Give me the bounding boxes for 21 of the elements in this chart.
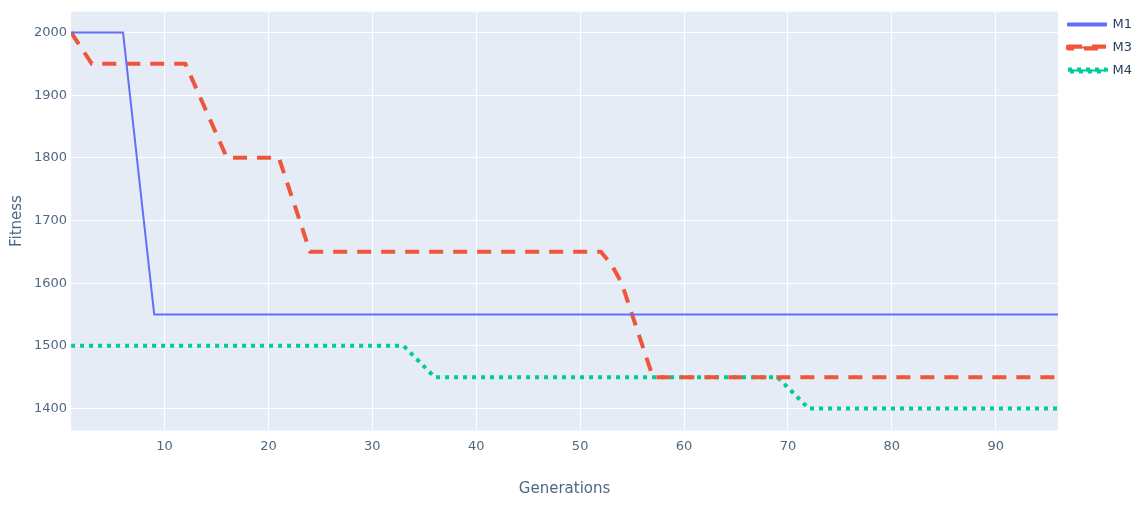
legend-label: M1 xyxy=(1112,15,1133,31)
y-tick-label: 1800 xyxy=(33,149,68,165)
x-tick-label: 70 xyxy=(779,437,797,453)
x-tick-label: 50 xyxy=(571,437,589,453)
y-tick-label: 1400 xyxy=(33,399,68,415)
legend-label: M3 xyxy=(1112,38,1133,54)
y-axis-title: Fitness xyxy=(6,194,25,248)
x-tick-label: 80 xyxy=(883,437,901,453)
x-axis-title: Generations xyxy=(518,478,611,497)
y-tick-label: 1700 xyxy=(33,211,68,227)
y-tick-label: 1500 xyxy=(33,337,68,353)
y-tick-label: 1600 xyxy=(33,274,68,290)
x-tick-label: 40 xyxy=(467,437,485,453)
x-tick-label: 90 xyxy=(987,437,1004,453)
x-tick-label: 20 xyxy=(260,437,277,453)
legend-label: M4 xyxy=(1112,61,1133,77)
y-tick-label: 2000 xyxy=(33,23,68,39)
x-tick-label: 60 xyxy=(675,437,693,453)
y-tick-label: 1900 xyxy=(33,86,68,102)
x-tick-label: 10 xyxy=(156,437,173,453)
x-tick-label: 30 xyxy=(364,437,381,453)
